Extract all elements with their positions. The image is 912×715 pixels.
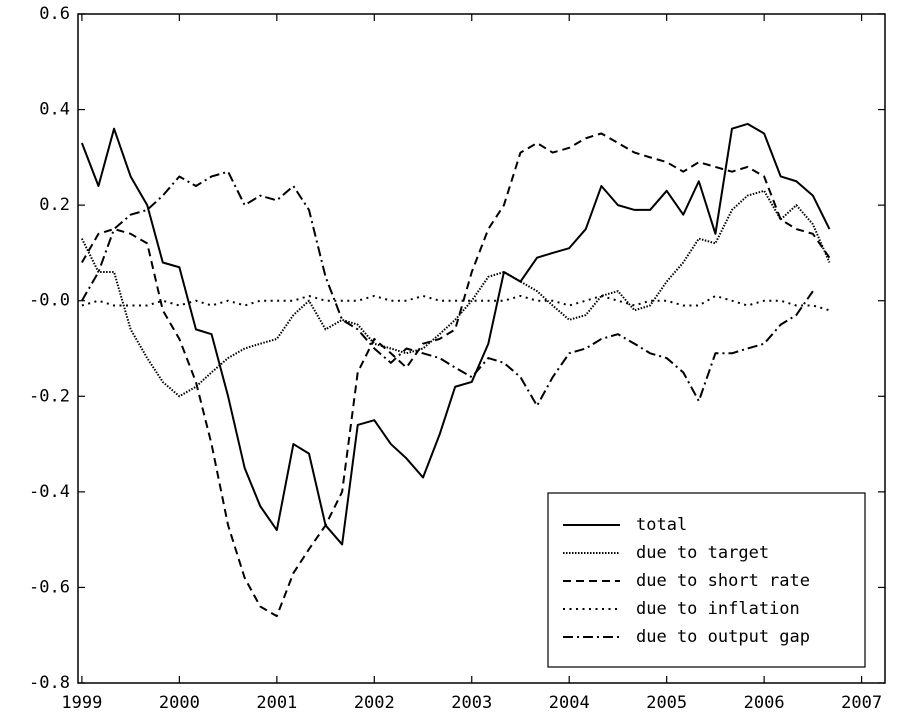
x-tick-label: 2003 — [451, 693, 492, 713]
y-tick-label: -0.2 — [29, 386, 70, 406]
y-tick-label: -0.0 — [29, 291, 70, 311]
x-tick-label: 2001 — [256, 693, 297, 713]
series-line — [81, 189, 831, 398]
series-line — [81, 294, 830, 312]
x-tick-label: 2007 — [841, 693, 882, 713]
series-line — [80, 122, 831, 546]
x-tick-label: 2006 — [744, 693, 785, 713]
legend-label: due to target — [636, 543, 769, 563]
legend: total due to target due to short rate due t… — [547, 492, 866, 668]
legend-box — [547, 492, 866, 668]
legend-label: due to output gap — [636, 627, 810, 647]
x-tick-label: 2005 — [646, 693, 687, 713]
y-tick-label: 0.4 — [39, 100, 70, 120]
legend-label: total — [636, 515, 687, 535]
y-tick-label: 0.2 — [39, 195, 70, 215]
series-line — [81, 132, 831, 618]
plot-frame — [77, 13, 886, 684]
x-tick-label: 1999 — [61, 693, 102, 713]
y-tick-label: -0.8 — [29, 673, 70, 693]
x-tick-label: 2002 — [354, 693, 395, 713]
x-tick-label: 2000 — [159, 693, 200, 713]
legend-label: due to inflation — [636, 599, 800, 619]
y-tick-label: 0.6 — [39, 4, 70, 24]
series-line — [81, 170, 814, 407]
x-tick-label: 2004 — [549, 693, 590, 713]
y-tick-label: -0.6 — [29, 577, 70, 597]
y-tick-label: -0.4 — [29, 482, 70, 502]
legend-label: due to short rate — [636, 571, 810, 591]
